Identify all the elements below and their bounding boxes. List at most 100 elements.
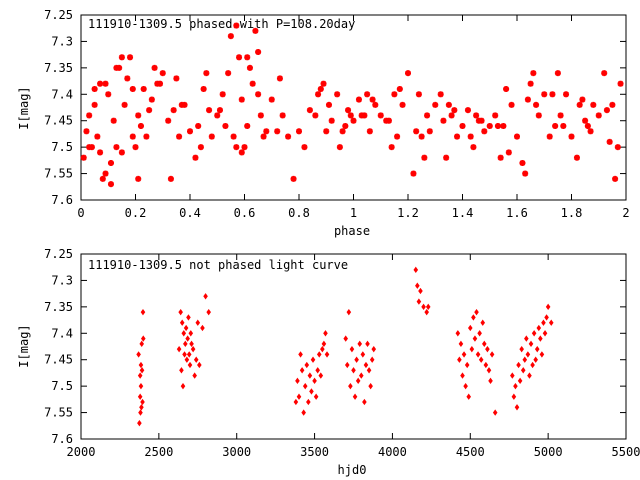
phased-data-point xyxy=(148,96,155,103)
phased-data-point xyxy=(135,175,142,182)
phased-data-point xyxy=(391,91,398,98)
phased-data-point xyxy=(157,80,164,87)
phased-data-point xyxy=(355,96,362,103)
phased-data-point xyxy=(94,133,101,140)
phased-data-point xyxy=(102,80,109,87)
phased-data-point xyxy=(230,133,237,140)
unphased-data-point xyxy=(458,340,464,348)
phased-data-point xyxy=(612,175,619,182)
unphased-data-point xyxy=(516,361,521,369)
unphased-data-point xyxy=(321,340,327,348)
phased-data-point xyxy=(533,101,540,108)
phased-data-point xyxy=(443,154,450,161)
phased-y-tick-label: 7.55 xyxy=(44,167,73,181)
phased-data-points xyxy=(80,22,624,188)
unphased-data-point xyxy=(425,303,431,311)
phased-data-point xyxy=(260,133,267,140)
unphased-data-point xyxy=(517,377,523,385)
phased-data-point xyxy=(508,101,515,108)
unphased-x-tick-label: 3000 xyxy=(222,445,251,459)
phased-data-point xyxy=(473,112,480,119)
phased-data-point xyxy=(563,91,570,98)
unphased-data-point xyxy=(298,351,303,358)
unphased-y-tick-label: 7.55 xyxy=(44,406,73,420)
phased-x-tick-label: 2 xyxy=(622,206,629,220)
phased-data-point xyxy=(437,91,444,98)
unphased-data-point xyxy=(513,382,518,390)
phased-data-point xyxy=(296,128,302,135)
phased-data-point xyxy=(500,123,507,129)
unphased-data-point xyxy=(179,319,185,326)
phased-data-point xyxy=(227,33,234,40)
unphased-data-point xyxy=(192,372,197,379)
unphased-data-point xyxy=(137,372,143,379)
phased-data-point xyxy=(347,112,354,119)
phased-data-point xyxy=(350,117,357,124)
phased-data-point xyxy=(546,133,553,140)
phased-data-point xyxy=(203,70,210,77)
unphased-data-point xyxy=(368,382,373,390)
unphased-data-point xyxy=(193,356,199,363)
phased-data-point xyxy=(110,117,117,124)
phased-data-point xyxy=(132,144,139,151)
unphased-data-point xyxy=(488,377,493,385)
unphased-data-point xyxy=(354,356,359,363)
phased-data-point xyxy=(118,149,125,156)
phased-data-point xyxy=(514,133,520,140)
unphased-data-point xyxy=(461,351,467,358)
phased-data-point xyxy=(609,101,616,108)
phased-data-point xyxy=(432,101,439,108)
unphased-data-point xyxy=(137,393,143,400)
unphased-data-point xyxy=(318,372,324,379)
phased-data-point xyxy=(113,64,120,71)
unphased-data-point xyxy=(474,308,479,316)
phased-data-point xyxy=(200,86,207,92)
unphased-data-point xyxy=(181,330,187,337)
phased-data-point xyxy=(214,112,221,119)
phased-data-point xyxy=(527,80,534,87)
phased-data-point xyxy=(195,123,202,129)
unphased-data-point xyxy=(316,351,322,358)
unphased-data-point xyxy=(466,393,472,400)
phased-data-point xyxy=(312,112,319,119)
phased-data-point xyxy=(97,80,104,87)
unphased-data-point xyxy=(138,409,143,416)
unphased-data-point xyxy=(323,330,328,337)
phased-data-point xyxy=(233,144,240,151)
unphased-data-point xyxy=(346,308,352,316)
phased-data-point xyxy=(497,154,504,161)
unphased-data-point xyxy=(424,308,429,316)
phased-data-point xyxy=(118,54,125,61)
phased-chart-title: 111910-1309.5 phased with P=108.20day xyxy=(88,17,355,31)
phased-data-point xyxy=(328,117,335,124)
unphased-data-point xyxy=(183,340,188,348)
phased-data-point xyxy=(159,70,166,77)
unphased-data-point xyxy=(179,367,184,374)
phased-data-point xyxy=(494,123,501,129)
unphased-data-point xyxy=(307,372,313,379)
unphased-data-point xyxy=(357,340,363,348)
unphased-data-point xyxy=(471,314,476,321)
phased-data-point xyxy=(568,133,575,140)
unphased-data-point xyxy=(139,367,145,374)
unphased-x-tick-label: 2500 xyxy=(144,445,173,459)
phased-data-point xyxy=(105,91,112,98)
phased-data-point xyxy=(486,123,493,129)
phased-data-point xyxy=(176,133,183,140)
phased-data-point xyxy=(91,101,98,108)
phased-data-point xyxy=(238,96,245,103)
phased-data-point xyxy=(426,128,433,135)
unphased-y-tick-label: 7.6 xyxy=(51,432,73,446)
phased-x-tick-label: 1.8 xyxy=(561,206,583,220)
unphased-data-point xyxy=(480,319,486,326)
unphased-y-tick-label: 7.5 xyxy=(51,379,73,393)
unphased-data-point xyxy=(184,356,190,363)
unphased-data-points xyxy=(136,266,554,427)
phased-data-point xyxy=(336,144,343,151)
phased-data-point xyxy=(584,123,591,129)
phased-data-point xyxy=(342,123,349,129)
phased-x-tick-label: 0.8 xyxy=(288,206,310,220)
phased-data-point xyxy=(97,149,104,156)
phased-data-point xyxy=(238,149,245,156)
